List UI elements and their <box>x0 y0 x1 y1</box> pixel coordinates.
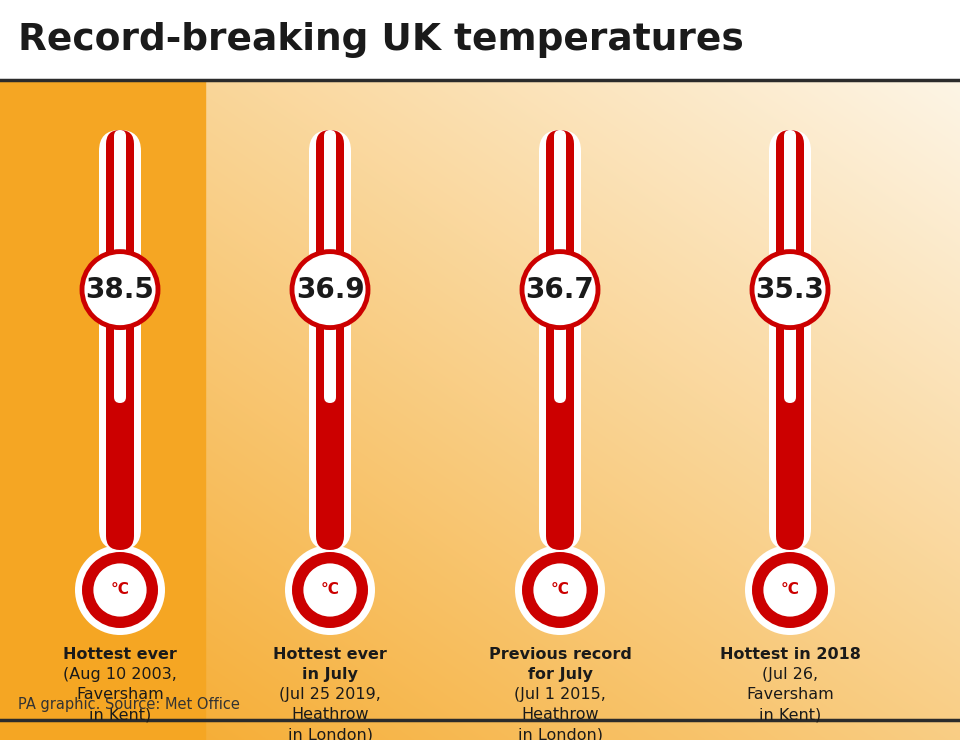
FancyBboxPatch shape <box>769 130 811 550</box>
Text: Hottest in 2018: Hottest in 2018 <box>720 647 860 662</box>
Text: °C: °C <box>780 582 800 597</box>
FancyBboxPatch shape <box>316 130 344 550</box>
Text: Hottest ever: Hottest ever <box>63 647 177 662</box>
Circle shape <box>82 252 158 328</box>
Text: in Kent): in Kent) <box>89 707 151 722</box>
Circle shape <box>75 545 165 635</box>
Circle shape <box>752 552 828 628</box>
Bar <box>0 80 205 740</box>
FancyBboxPatch shape <box>776 130 804 550</box>
Circle shape <box>82 552 158 628</box>
Bar <box>0 0 960 80</box>
Text: (Jul 1 2015,: (Jul 1 2015, <box>514 687 606 702</box>
FancyBboxPatch shape <box>784 130 796 403</box>
Text: Record-breaking UK temperatures: Record-breaking UK temperatures <box>18 22 744 58</box>
Text: in London): in London) <box>287 727 372 740</box>
Text: for July: for July <box>528 667 592 682</box>
Text: 36.7: 36.7 <box>526 275 594 303</box>
Circle shape <box>285 545 375 635</box>
FancyBboxPatch shape <box>554 130 566 403</box>
Circle shape <box>534 563 587 616</box>
Text: 35.3: 35.3 <box>756 275 825 303</box>
Circle shape <box>745 545 835 635</box>
FancyBboxPatch shape <box>324 130 336 403</box>
Text: Faversham: Faversham <box>746 687 834 702</box>
Text: 38.5: 38.5 <box>85 275 155 303</box>
Text: Faversham: Faversham <box>76 687 164 702</box>
Circle shape <box>292 252 368 328</box>
Circle shape <box>303 563 356 616</box>
Circle shape <box>93 563 147 616</box>
Text: °C: °C <box>110 582 130 597</box>
Text: Hottest ever: Hottest ever <box>273 647 387 662</box>
Text: 36.9: 36.9 <box>296 275 364 303</box>
FancyBboxPatch shape <box>114 130 126 403</box>
Text: (Jul 26,: (Jul 26, <box>762 667 818 682</box>
Circle shape <box>292 552 368 628</box>
Text: Heathrow: Heathrow <box>521 707 599 722</box>
Circle shape <box>515 545 605 635</box>
FancyBboxPatch shape <box>546 130 574 550</box>
Circle shape <box>522 552 598 628</box>
FancyBboxPatch shape <box>99 130 141 550</box>
Circle shape <box>763 563 817 616</box>
FancyBboxPatch shape <box>539 130 581 550</box>
Text: (Aug 10 2003,: (Aug 10 2003, <box>63 667 177 682</box>
Circle shape <box>752 252 828 328</box>
Text: in Kent): in Kent) <box>758 707 821 722</box>
Text: PA graphic. Source: Met Office: PA graphic. Source: Met Office <box>18 696 240 711</box>
Text: Heathrow: Heathrow <box>291 707 369 722</box>
FancyBboxPatch shape <box>309 130 351 550</box>
FancyBboxPatch shape <box>106 130 134 550</box>
Text: Previous record: Previous record <box>489 647 632 662</box>
Text: °C: °C <box>321 582 340 597</box>
Circle shape <box>522 252 598 328</box>
Text: (Jul 25 2019,: (Jul 25 2019, <box>279 687 381 702</box>
Text: in London): in London) <box>517 727 603 740</box>
Text: °C: °C <box>551 582 569 597</box>
Text: in July: in July <box>302 667 358 682</box>
